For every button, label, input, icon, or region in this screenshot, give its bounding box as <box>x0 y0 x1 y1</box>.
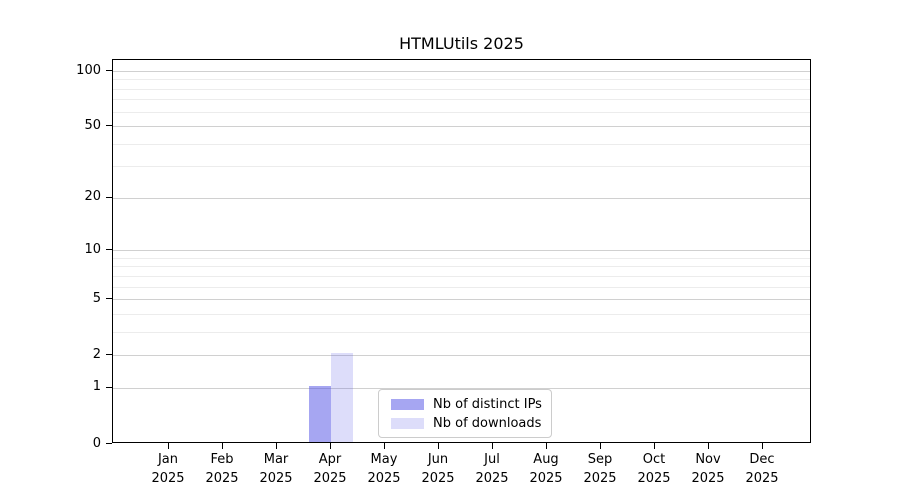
y-tick-label: 1 <box>92 379 101 395</box>
x-tick <box>546 443 548 449</box>
legend-swatch-distinct-ips <box>391 399 424 410</box>
x-tick-label: Feb 2025 <box>205 452 239 486</box>
x-tick <box>708 443 710 449</box>
gridline-minor <box>113 79 810 81</box>
x-tick-label: Aug 2025 <box>529 452 563 486</box>
y-tick <box>106 249 112 251</box>
x-tick <box>492 443 494 449</box>
x-tick-label: Nov 2025 <box>691 452 725 486</box>
bar-distinct-ips <box>309 385 331 442</box>
y-tick <box>106 386 112 389</box>
y-tick <box>106 443 112 445</box>
gridline-major <box>113 355 810 357</box>
y-tick-label: 100 <box>76 62 101 78</box>
x-tick <box>276 443 278 449</box>
y-tick-label: 20 <box>84 189 101 205</box>
gridline-minor <box>113 266 810 268</box>
gridline-major <box>113 71 810 72</box>
legend-swatch-downloads <box>391 418 424 429</box>
gridline-minor <box>113 143 810 145</box>
legend-item-distinct-ips: Nb of distinct IPs <box>391 397 542 412</box>
gridline-major <box>113 299 810 301</box>
x-tick-label: Jan 2025 <box>151 452 185 486</box>
legend-item-downloads: Nb of downloads <box>391 416 542 431</box>
chart-title: HTMLUtils 2025 <box>399 34 524 53</box>
gridline-major <box>113 387 810 389</box>
x-tick-label: Oct 2025 <box>637 452 671 486</box>
x-tick <box>762 443 764 449</box>
gridline-minor <box>113 99 810 101</box>
y-tick-label: 10 <box>84 241 101 257</box>
x-tick-label: Apr 2025 <box>313 452 347 486</box>
y-tick <box>106 298 112 300</box>
x-tick <box>330 443 332 449</box>
x-tick <box>600 443 602 449</box>
x-tick-label: Jun 2025 <box>421 452 455 486</box>
legend: Nb of distinct IPs Nb of downloads <box>378 389 552 438</box>
x-tick-label: Jul 2025 <box>475 452 509 486</box>
gridline-minor <box>113 275 810 277</box>
y-tick-label: 2 <box>92 346 101 362</box>
x-tick <box>222 443 224 449</box>
gridline-minor <box>113 111 810 113</box>
legend-label-downloads: Nb of downloads <box>433 416 542 431</box>
x-tick-label: Dec 2025 <box>745 452 779 486</box>
gridline-minor <box>113 88 810 90</box>
x-tick <box>384 443 386 449</box>
legend-label-distinct-ips: Nb of distinct IPs <box>433 397 542 412</box>
x-tick-label: May 2025 <box>367 452 401 486</box>
x-tick <box>654 443 656 449</box>
bar-downloads <box>331 353 353 442</box>
gridline-minor <box>113 313 810 315</box>
y-tick <box>106 196 112 199</box>
gridline-minor <box>113 166 810 168</box>
y-tick <box>106 70 112 72</box>
x-tick-label: Sep 2025 <box>583 452 617 486</box>
plot-area <box>112 59 811 443</box>
gridline-minor <box>113 331 810 333</box>
x-tick-label: Mar 2025 <box>259 452 293 486</box>
x-tick <box>168 443 170 449</box>
y-tick-label: 50 <box>84 117 101 133</box>
y-tick-label: 0 <box>92 435 101 451</box>
x-tick <box>438 443 440 449</box>
gridline-major <box>113 197 810 199</box>
y-tick <box>106 354 112 356</box>
gridline-minor <box>113 286 810 288</box>
gridline-minor <box>113 257 810 259</box>
gridline-major <box>113 126 810 128</box>
gridline-major <box>113 250 810 252</box>
y-tick <box>106 125 112 127</box>
y-tick-label: 5 <box>92 290 101 306</box>
